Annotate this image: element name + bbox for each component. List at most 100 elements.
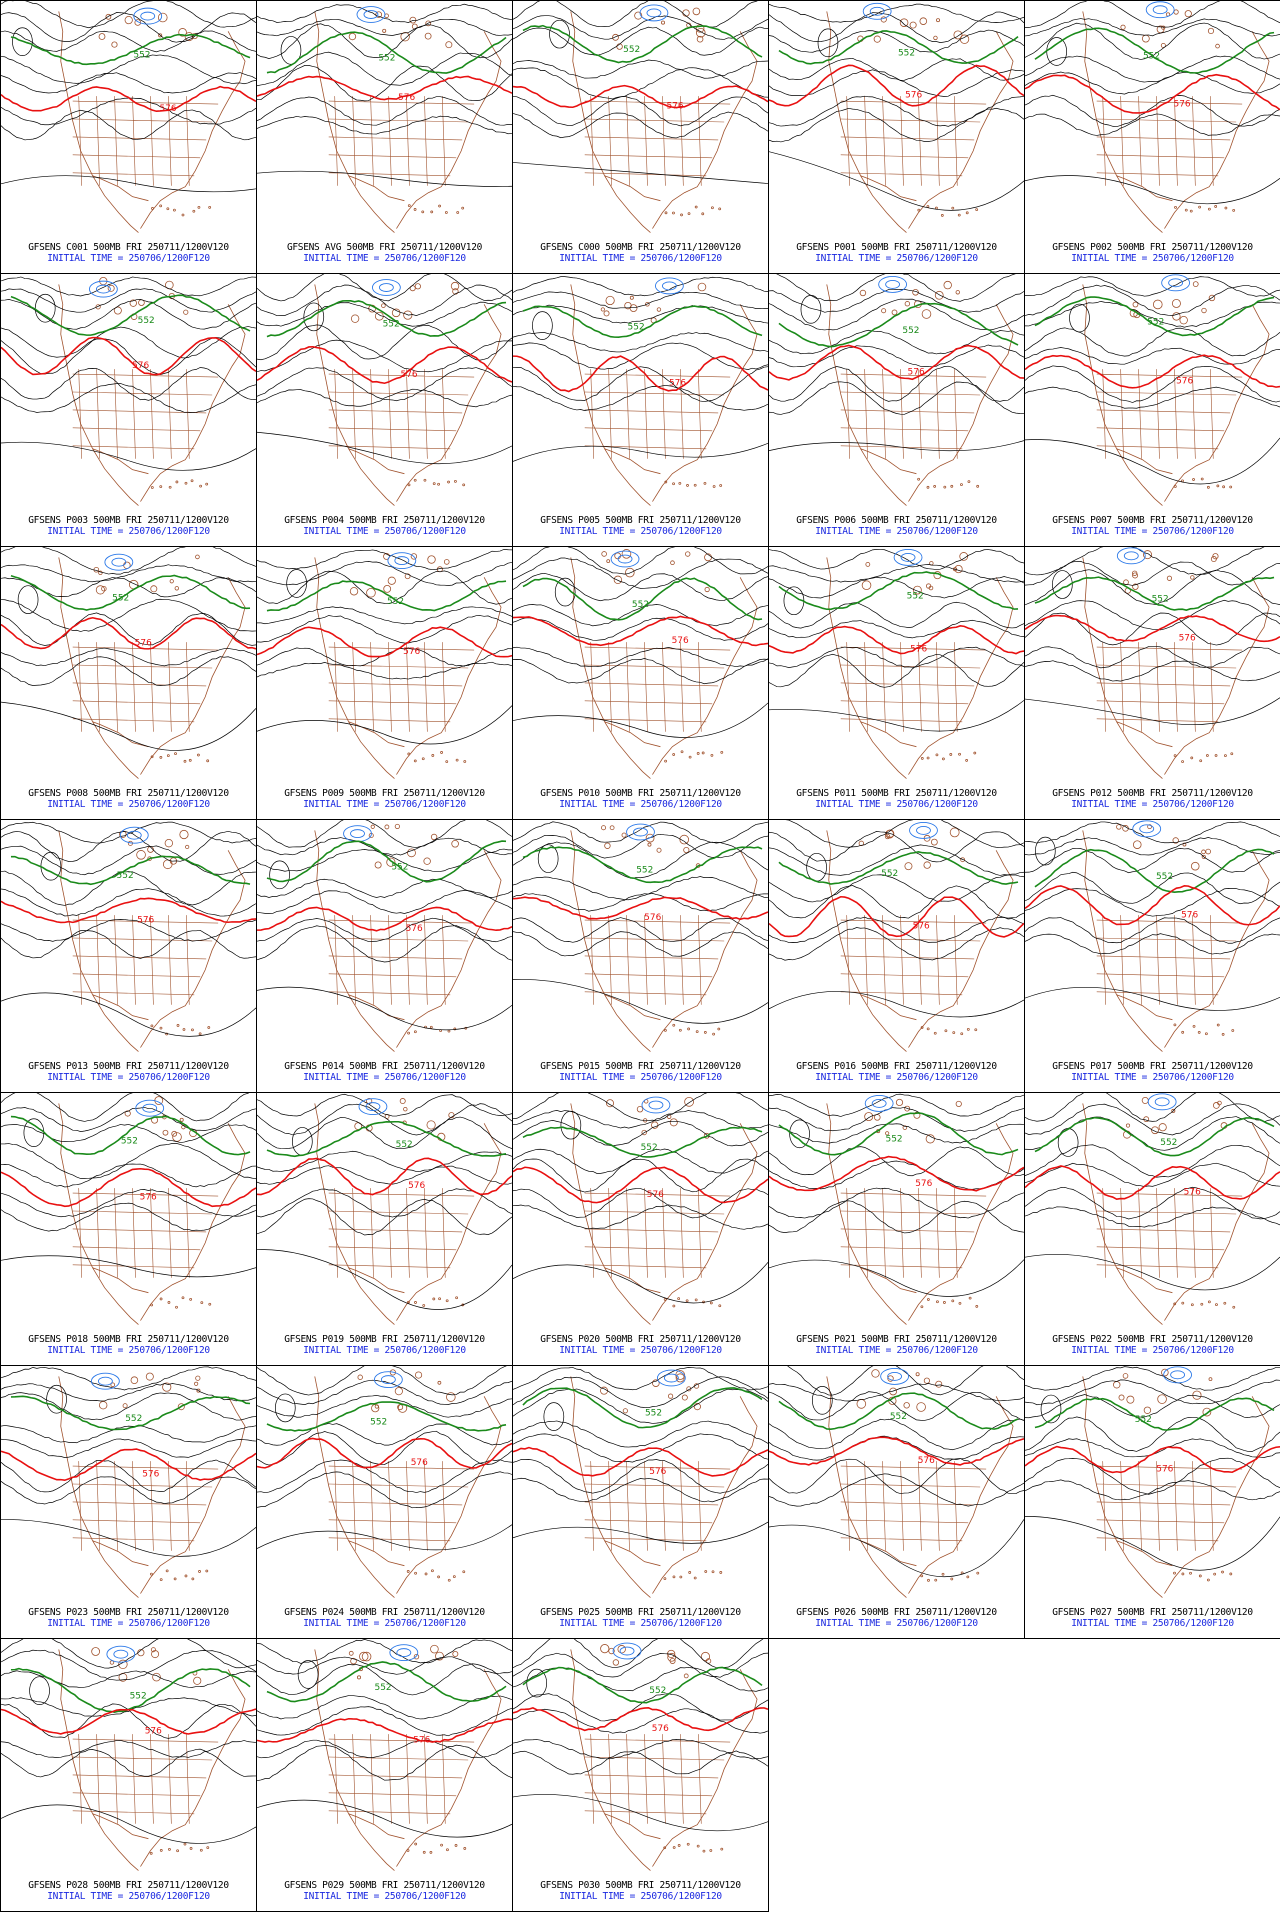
height-contour <box>769 329 1024 355</box>
island <box>1184 10 1192 18</box>
coastline <box>826 1103 1014 1325</box>
height-contour <box>769 1473 1024 1507</box>
closed-contour <box>46 1384 67 1414</box>
island <box>873 35 881 43</box>
geography-outline <box>314 11 502 233</box>
island <box>446 1848 449 1852</box>
height-map: 552 576 <box>257 1366 512 1598</box>
island <box>129 299 137 307</box>
height-contour <box>513 1158 768 1193</box>
island <box>926 1298 930 1301</box>
contour-576 <box>257 1437 512 1469</box>
height-contour <box>1025 1206 1280 1228</box>
height-contour <box>513 658 768 685</box>
closed-contour <box>800 295 822 324</box>
initial-time-caption: INITIAL TIME = 250706/1200F120 <box>1071 1345 1234 1356</box>
island <box>1201 849 1206 855</box>
island <box>943 280 952 290</box>
height-contour <box>257 1639 512 1664</box>
island <box>437 1575 440 1579</box>
island <box>159 756 163 759</box>
island <box>413 759 417 763</box>
island <box>601 551 607 557</box>
height-contour <box>1025 1144 1280 1178</box>
height-contour <box>769 151 1024 211</box>
state-boundaries <box>72 1461 219 1551</box>
island <box>166 754 170 758</box>
island <box>122 1403 128 1409</box>
closed-contour <box>292 1127 313 1156</box>
initial-time-caption: INITIAL TIME = 250706/1200F120 <box>815 526 978 537</box>
contour-552 <box>1034 27 1275 74</box>
height-contours <box>257 1366 512 1551</box>
contour-label-552: 552 <box>645 1409 662 1419</box>
height-contour <box>513 833 768 859</box>
height-contour <box>1025 18 1280 37</box>
island <box>407 1031 410 1035</box>
island <box>683 846 690 854</box>
coastline <box>58 557 246 779</box>
island <box>190 479 194 483</box>
member-caption: GFSENS P003 500MB FRI 250711/1200V120 <box>28 515 229 526</box>
height-map: 552 576 <box>513 1639 768 1871</box>
island <box>414 283 421 290</box>
island <box>864 1112 874 1122</box>
island <box>414 1371 423 1379</box>
height-contour <box>513 1739 768 1760</box>
geography-outline <box>58 1096 246 1325</box>
island <box>950 1577 954 1581</box>
island <box>445 760 449 764</box>
state-boundaries <box>1096 1461 1243 1551</box>
island <box>661 20 666 25</box>
island <box>394 1387 403 1396</box>
island <box>1205 754 1209 757</box>
low-center-contours <box>90 1372 120 1390</box>
closed-contour <box>1052 570 1073 599</box>
low-center-contours <box>387 552 417 570</box>
island <box>403 1107 408 1112</box>
island <box>672 1846 676 1849</box>
island <box>950 484 954 488</box>
contour-label-576: 576 <box>1176 376 1193 386</box>
height-contour <box>257 284 512 317</box>
height-contour <box>513 15 768 40</box>
contour-576 <box>1025 73 1280 114</box>
geography-outline <box>570 7 758 233</box>
height-contour <box>1 1163 256 1188</box>
island <box>1190 575 1195 580</box>
island <box>1199 759 1203 763</box>
island <box>683 1673 689 1679</box>
state-boundaries <box>584 1734 731 1824</box>
island <box>175 1305 178 1309</box>
contour-label-552: 552 <box>375 1683 392 1693</box>
island <box>1189 1571 1192 1575</box>
ensemble-member-panel: 552 576 GFSENS P021 500MB FRI 250711/1200V… <box>768 1092 1025 1366</box>
height-contours <box>1 1366 256 1557</box>
height-contour <box>769 831 1024 863</box>
geography-outline <box>570 549 758 779</box>
height-contour <box>513 304 768 324</box>
contour-label-576: 576 <box>647 1190 664 1200</box>
island <box>667 1652 677 1662</box>
member-caption: GFSENS P017 500MB FRI 250711/1200V120 <box>1052 1061 1253 1072</box>
height-contours <box>513 821 768 1024</box>
island <box>159 1297 163 1301</box>
height-contour <box>257 1198 512 1236</box>
island <box>1116 824 1122 830</box>
contour-576 <box>769 1436 1024 1466</box>
ensemble-member-panel: 552 576 GFSENS P028 500MB FRI 250711/1200V… <box>0 1638 257 1912</box>
initial-time-caption: INITIAL TIME = 250706/1200F120 <box>559 1072 722 1083</box>
ensemble-member-panel: 552 576 GFSENS P026 500MB FRI 250711/1200V… <box>768 1365 1025 1639</box>
closed-contour <box>274 1393 296 1423</box>
island <box>455 758 459 762</box>
contour-552 <box>266 580 507 612</box>
height-contour <box>257 917 512 943</box>
contour-552 <box>522 305 763 339</box>
island <box>193 1676 202 1685</box>
island <box>687 1027 691 1031</box>
island <box>943 1301 946 1304</box>
island <box>463 760 467 763</box>
island <box>407 204 411 208</box>
contour-552 <box>10 1395 251 1431</box>
island <box>189 1297 193 1301</box>
